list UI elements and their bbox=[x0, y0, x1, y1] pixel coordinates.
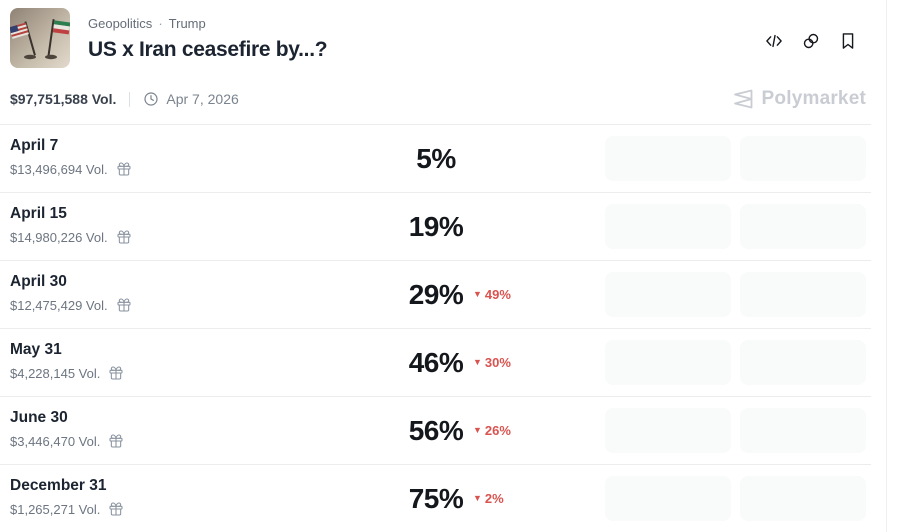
outcome-chance: 56% bbox=[408, 414, 464, 446]
rewards-gift-icon[interactable] bbox=[108, 365, 124, 381]
us-iran-flags-image bbox=[10, 8, 70, 68]
change-value: 2% bbox=[484, 491, 504, 506]
outcome-chance: 5% bbox=[416, 142, 456, 174]
breadcrumb: Geopolitics · Trump bbox=[88, 16, 764, 31]
buy-yes-button[interactable] bbox=[605, 136, 731, 181]
total-volume: $97,751,588 Vol. bbox=[10, 91, 117, 107]
rewards-gift-icon[interactable] bbox=[116, 161, 132, 177]
change-indicator: ▼ 2% bbox=[473, 491, 504, 506]
buy-no-button[interactable] bbox=[740, 408, 866, 453]
buy-yes-button[interactable] bbox=[605, 408, 731, 453]
change-value: 26% bbox=[484, 423, 511, 438]
outcome-label: May 31 bbox=[10, 341, 62, 358]
copy-link-icon[interactable] bbox=[801, 31, 821, 51]
change-indicator: ▼ 49% bbox=[473, 287, 511, 302]
change-value: 49% bbox=[484, 287, 511, 302]
buy-yes-button[interactable] bbox=[605, 340, 731, 385]
outcome-volume: $4,228,145 Vol. bbox=[10, 365, 101, 381]
outcome-label: April 15 bbox=[10, 205, 67, 222]
polymarket-logo-icon bbox=[731, 87, 755, 111]
down-arrow-icon: ▼ bbox=[473, 289, 482, 299]
outcome-label: April 30 bbox=[10, 273, 67, 290]
outcome-label: April 7 bbox=[10, 137, 59, 154]
buy-no-button[interactable] bbox=[740, 136, 866, 181]
clock-icon bbox=[143, 91, 159, 107]
buy-yes-button[interactable] bbox=[605, 272, 731, 317]
outcome-volume: $12,475,429 Vol. bbox=[10, 297, 108, 313]
down-arrow-icon: ▼ bbox=[473, 493, 482, 503]
breadcrumb-tag[interactable]: Trump bbox=[168, 16, 206, 31]
change-indicator: ▼ 26% bbox=[473, 423, 511, 438]
outcome-volume: $1,265,271 Vol. bbox=[10, 501, 101, 517]
market-title[interactable]: US x Iran ceasefire by...? bbox=[88, 38, 328, 61]
change-value: 30% bbox=[484, 355, 511, 370]
buy-no-button[interactable] bbox=[740, 340, 866, 385]
embed-code-icon[interactable] bbox=[764, 31, 784, 51]
rewards-gift-icon[interactable] bbox=[116, 229, 132, 245]
outcome-row-june-30: June 30 $3,446,470 Vol. 56% ▼ 26% bbox=[0, 397, 871, 465]
buy-no-button[interactable] bbox=[740, 476, 866, 521]
outcome-row-december-31: December 31 $1,265,271 Vol. 75% ▼ 2% bbox=[0, 465, 871, 532]
outcome-volume: $3,446,470 Vol. bbox=[10, 433, 101, 449]
outcome-volume: $13,496,694 Vol. bbox=[10, 161, 108, 177]
bookmark-icon[interactable] bbox=[838, 31, 858, 51]
market-header: Geopolitics · Trump US x Iran ceasefire … bbox=[0, 0, 900, 76]
outcome-chance: 19% bbox=[408, 210, 464, 242]
rewards-gift-icon[interactable] bbox=[108, 501, 124, 517]
outcome-label: December 31 bbox=[10, 477, 107, 494]
down-arrow-icon: ▼ bbox=[473, 425, 482, 435]
rewards-gift-icon[interactable] bbox=[108, 433, 124, 449]
buy-yes-button[interactable] bbox=[605, 204, 731, 249]
down-arrow-icon: ▼ bbox=[473, 357, 482, 367]
outcome-chance: 29% bbox=[408, 278, 464, 310]
outcome-volume: $14,980,226 Vol. bbox=[10, 229, 108, 245]
outcome-row-april-7: April 7 $13,496,694 Vol. 5% bbox=[0, 125, 871, 193]
polymarket-logo-text: Polymarket bbox=[761, 88, 866, 109]
market-meta-row: $97,751,588 Vol. Apr 7, 2026 Polymarket bbox=[10, 88, 900, 110]
end-date: Apr 7, 2026 bbox=[166, 91, 239, 107]
buy-no-button[interactable] bbox=[740, 272, 866, 317]
outcome-chance: 75% bbox=[408, 482, 464, 514]
outcome-chance: 46% bbox=[408, 346, 464, 378]
meta-divider bbox=[129, 91, 131, 107]
outcome-row-april-30: April 30 $12,475,429 Vol. 29% ▼ 49% bbox=[0, 261, 871, 329]
rewards-gift-icon[interactable] bbox=[116, 297, 132, 313]
market-thumbnail[interactable] bbox=[10, 8, 70, 68]
outcomes-list: April 7 $13,496,694 Vol. 5% April 15 $1 bbox=[0, 124, 871, 532]
breadcrumb-category[interactable]: Geopolitics bbox=[88, 16, 153, 31]
buy-no-button[interactable] bbox=[740, 204, 866, 249]
buy-yes-button[interactable] bbox=[605, 476, 731, 521]
outcome-row-may-31: May 31 $4,228,145 Vol. 46% ▼ 30% bbox=[0, 329, 871, 397]
breadcrumb-separator: · bbox=[158, 16, 163, 31]
toolbar bbox=[764, 8, 858, 51]
change-indicator: ▼ 30% bbox=[473, 355, 511, 370]
market-heading: Geopolitics · Trump US x Iran ceasefire … bbox=[88, 8, 764, 62]
polymarket-logo[interactable]: Polymarket bbox=[731, 87, 866, 111]
widget-right-border bbox=[886, 0, 887, 532]
outcome-row-april-15: April 15 $14,980,226 Vol. 19% bbox=[0, 193, 871, 261]
outcome-label: June 30 bbox=[10, 409, 68, 426]
